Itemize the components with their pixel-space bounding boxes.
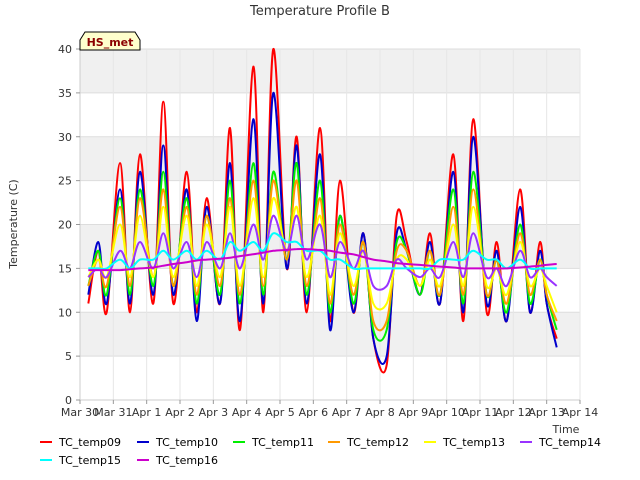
x-tick-label: Apr 3 bbox=[199, 406, 229, 419]
x-tick-label: Apr 5 bbox=[265, 406, 295, 419]
x-tick-label: Apr 10 bbox=[428, 406, 465, 419]
series-line-TC_temp10 bbox=[87, 91, 558, 365]
y-axis-label: Temperature (C) bbox=[7, 179, 20, 269]
y-tick-label: 35 bbox=[58, 87, 72, 100]
y-tick-label: 40 bbox=[58, 43, 72, 56]
x-tick-label: Apr 13 bbox=[528, 406, 565, 419]
legend-label: TC_temp10 bbox=[155, 436, 218, 449]
grid-bands bbox=[80, 49, 580, 357]
chart-title: Temperature Profile B bbox=[249, 4, 390, 19]
y-tick-label: 0 bbox=[65, 394, 72, 407]
series-line-TC_temp13 bbox=[87, 197, 558, 313]
legend-label: TC_temp09 bbox=[58, 436, 121, 449]
x-tick-label: Mar 30 bbox=[61, 406, 99, 419]
x-tick-label: Apr 9 bbox=[399, 406, 429, 419]
y-tick-label: 10 bbox=[58, 306, 72, 319]
legend-label: TC_temp11 bbox=[251, 436, 314, 449]
badge-shape bbox=[79, 31, 141, 51]
legend-label: TC_temp15 bbox=[58, 454, 121, 467]
series-line-TC_temp09 bbox=[87, 47, 558, 374]
x-tick-label: Apr 11 bbox=[462, 406, 499, 419]
legend-label: TC_temp14 bbox=[538, 436, 601, 449]
grid-band bbox=[80, 224, 580, 269]
series-lines bbox=[87, 47, 558, 374]
legend: TC_temp09 TC_temp10 TC_temp11 TC_temp12 TC_t… bbox=[40, 436, 601, 467]
y-ticks: 0 5 10 15 20 25 30 35 40 bbox=[58, 43, 80, 407]
y-tick-label: 5 bbox=[65, 350, 72, 363]
y-tick-label: 15 bbox=[58, 262, 72, 275]
x-tick-label: Apr 7 bbox=[332, 406, 362, 419]
x-tick-label: Apr 14 bbox=[562, 406, 599, 419]
legend-label: TC_temp13 bbox=[442, 436, 505, 449]
x-tick-label: Apr 1 bbox=[132, 406, 162, 419]
station-badge: HS_met bbox=[79, 31, 141, 51]
series-line-TC_temp16 bbox=[88, 247, 557, 272]
x-tick-label: Apr 8 bbox=[365, 406, 395, 419]
x-tick-label: Apr 2 bbox=[165, 406, 195, 419]
badge-label: HS_met bbox=[87, 36, 134, 49]
x-tick-label: Mar 31 bbox=[94, 406, 132, 419]
x-axis-label: Time bbox=[552, 423, 580, 436]
grid-band bbox=[80, 136, 580, 181]
x-tick-label: Apr 4 bbox=[232, 406, 262, 419]
legend-label: TC_temp16 bbox=[155, 454, 218, 467]
x-tick-label: Apr 6 bbox=[299, 406, 329, 419]
series-line-TC_temp15 bbox=[88, 232, 557, 271]
y-tick-label: 25 bbox=[58, 175, 72, 188]
grid-band bbox=[80, 49, 580, 93]
y-tick-label: 30 bbox=[58, 131, 72, 144]
legend-label: TC_temp12 bbox=[346, 436, 409, 449]
x-tick-label: Apr 12 bbox=[495, 406, 532, 419]
y-tick-label: 20 bbox=[58, 219, 72, 232]
